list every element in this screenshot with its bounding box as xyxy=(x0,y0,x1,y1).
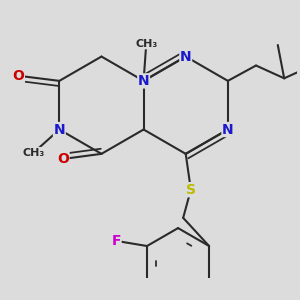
Text: O: O xyxy=(57,152,69,166)
Text: N: N xyxy=(180,50,191,64)
Text: CH₃: CH₃ xyxy=(135,39,157,49)
Text: N: N xyxy=(222,122,234,136)
Text: O: O xyxy=(12,69,24,83)
Text: S: S xyxy=(186,183,196,197)
Text: N: N xyxy=(53,122,65,136)
Text: CH₃: CH₃ xyxy=(22,148,45,158)
Text: F: F xyxy=(112,234,121,248)
Text: N: N xyxy=(138,74,149,88)
